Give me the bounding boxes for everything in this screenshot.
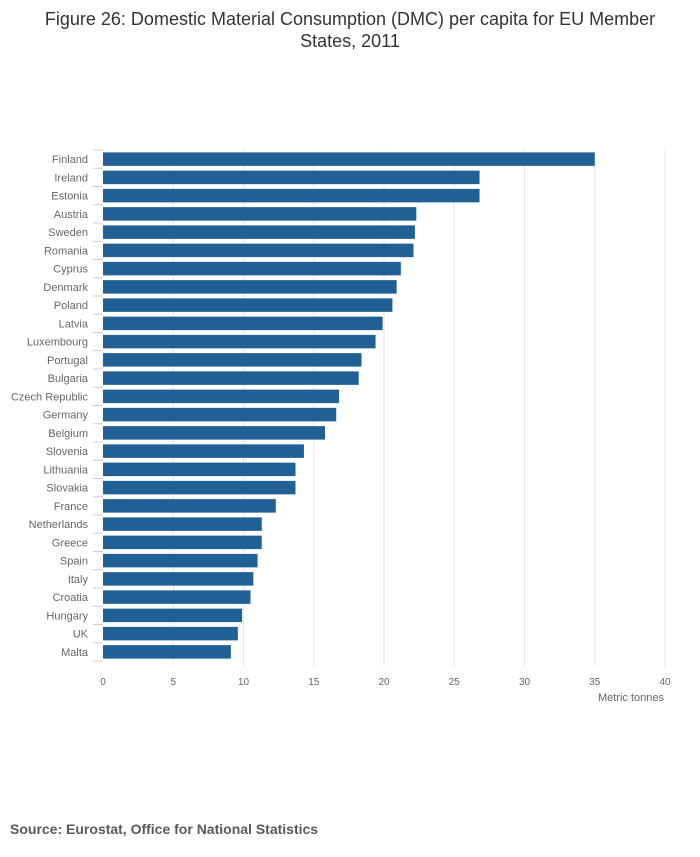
x-tick-label: 0: [100, 677, 106, 688]
category-label: Luxembourg: [27, 337, 88, 349]
bar-bulgaria[interactable]: [103, 371, 359, 385]
category-label: Malta: [61, 647, 89, 659]
category-label: Germany: [43, 410, 89, 422]
bar-malta[interactable]: [103, 645, 231, 659]
bar-netherlands[interactable]: [103, 517, 262, 531]
bar-hungary[interactable]: [103, 608, 243, 623]
bar-chart: Finland Ireland Estonia Austria Sweden Romani…: [11, 149, 671, 704]
x-tick-label: 5: [170, 677, 176, 688]
category-label: Estonia: [51, 191, 89, 203]
bar-slovenia[interactable]: [103, 444, 304, 458]
bar-sweden[interactable]: [103, 225, 415, 239]
bar-cyprus[interactable]: [103, 261, 401, 276]
x-axis-title: Metric tonnes: [598, 692, 665, 704]
chart-title: Figure 26: Domestic Material Consumption…: [44, 9, 656, 51]
x-axis-ticks: 0 5 10 15 20 25 30 35 40: [100, 677, 671, 688]
bar-austria[interactable]: [103, 207, 417, 221]
bar-estonia[interactable]: [103, 188, 480, 203]
category-label: Greece: [52, 537, 88, 549]
bar-czech-republic[interactable]: [103, 389, 340, 404]
category-labels: Finland Ireland Estonia Austria Sweden Romani…: [11, 154, 89, 659]
bar-france[interactable]: [103, 499, 276, 513]
bar-italy[interactable]: [103, 572, 254, 586]
x-tick-label: 35: [589, 677, 601, 688]
category-label: Hungary: [46, 610, 88, 622]
bar-croatia[interactable]: [103, 590, 251, 604]
category-label: Italy: [68, 574, 89, 586]
category-label: Croatia: [53, 592, 89, 604]
category-label: Finland: [52, 154, 88, 166]
category-label: Bulgaria: [48, 373, 89, 385]
category-label: Romania: [44, 245, 89, 257]
category-label: Belgium: [48, 428, 88, 440]
category-label: Denmark: [43, 282, 88, 294]
bar-spain[interactable]: [103, 553, 258, 568]
category-label: Netherlands: [29, 519, 89, 531]
category-label: Sweden: [48, 227, 88, 239]
category-label: Ireland: [54, 172, 88, 184]
bar-greece[interactable]: [103, 535, 262, 550]
bar-uk[interactable]: [103, 626, 238, 641]
bar-poland[interactable]: [103, 298, 393, 312]
x-tick-label: 25: [449, 677, 461, 688]
x-tick-label: 40: [659, 677, 671, 688]
category-label: UK: [73, 629, 89, 641]
bar-ireland[interactable]: [103, 170, 480, 185]
category-label: Spain: [60, 556, 88, 568]
category-label: Latvia: [59, 318, 89, 330]
category-label: Slovakia: [46, 483, 88, 495]
category-label: France: [54, 501, 88, 513]
category-label: Poland: [54, 300, 88, 312]
source-note: Source: Eurostat, Office for National St…: [10, 821, 319, 837]
category-label: Cyprus: [53, 264, 88, 276]
category-label: Lithuania: [43, 464, 89, 476]
category-label: Portugal: [47, 355, 88, 367]
category-label: Slovenia: [46, 446, 89, 458]
x-tick-label: 20: [378, 677, 390, 688]
category-label: Austria: [54, 209, 89, 221]
bar-latvia[interactable]: [103, 316, 383, 331]
bar-denmark[interactable]: [103, 280, 397, 294]
bar-lithuania[interactable]: [103, 462, 296, 477]
x-tick-label: 10: [238, 677, 250, 688]
bar-germany[interactable]: [103, 407, 337, 422]
bar-slovakia[interactable]: [103, 480, 296, 495]
bar-luxembourg[interactable]: [103, 334, 376, 349]
bar-finland[interactable]: [103, 152, 595, 166]
bar-portugal[interactable]: [103, 353, 362, 367]
x-tick-label: 30: [519, 677, 531, 688]
bars: [103, 152, 595, 659]
bar-belgium[interactable]: [103, 426, 325, 440]
category-label: Czech Republic: [11, 391, 89, 403]
x-tick-label: 15: [308, 677, 320, 688]
bar-romania[interactable]: [103, 243, 414, 258]
